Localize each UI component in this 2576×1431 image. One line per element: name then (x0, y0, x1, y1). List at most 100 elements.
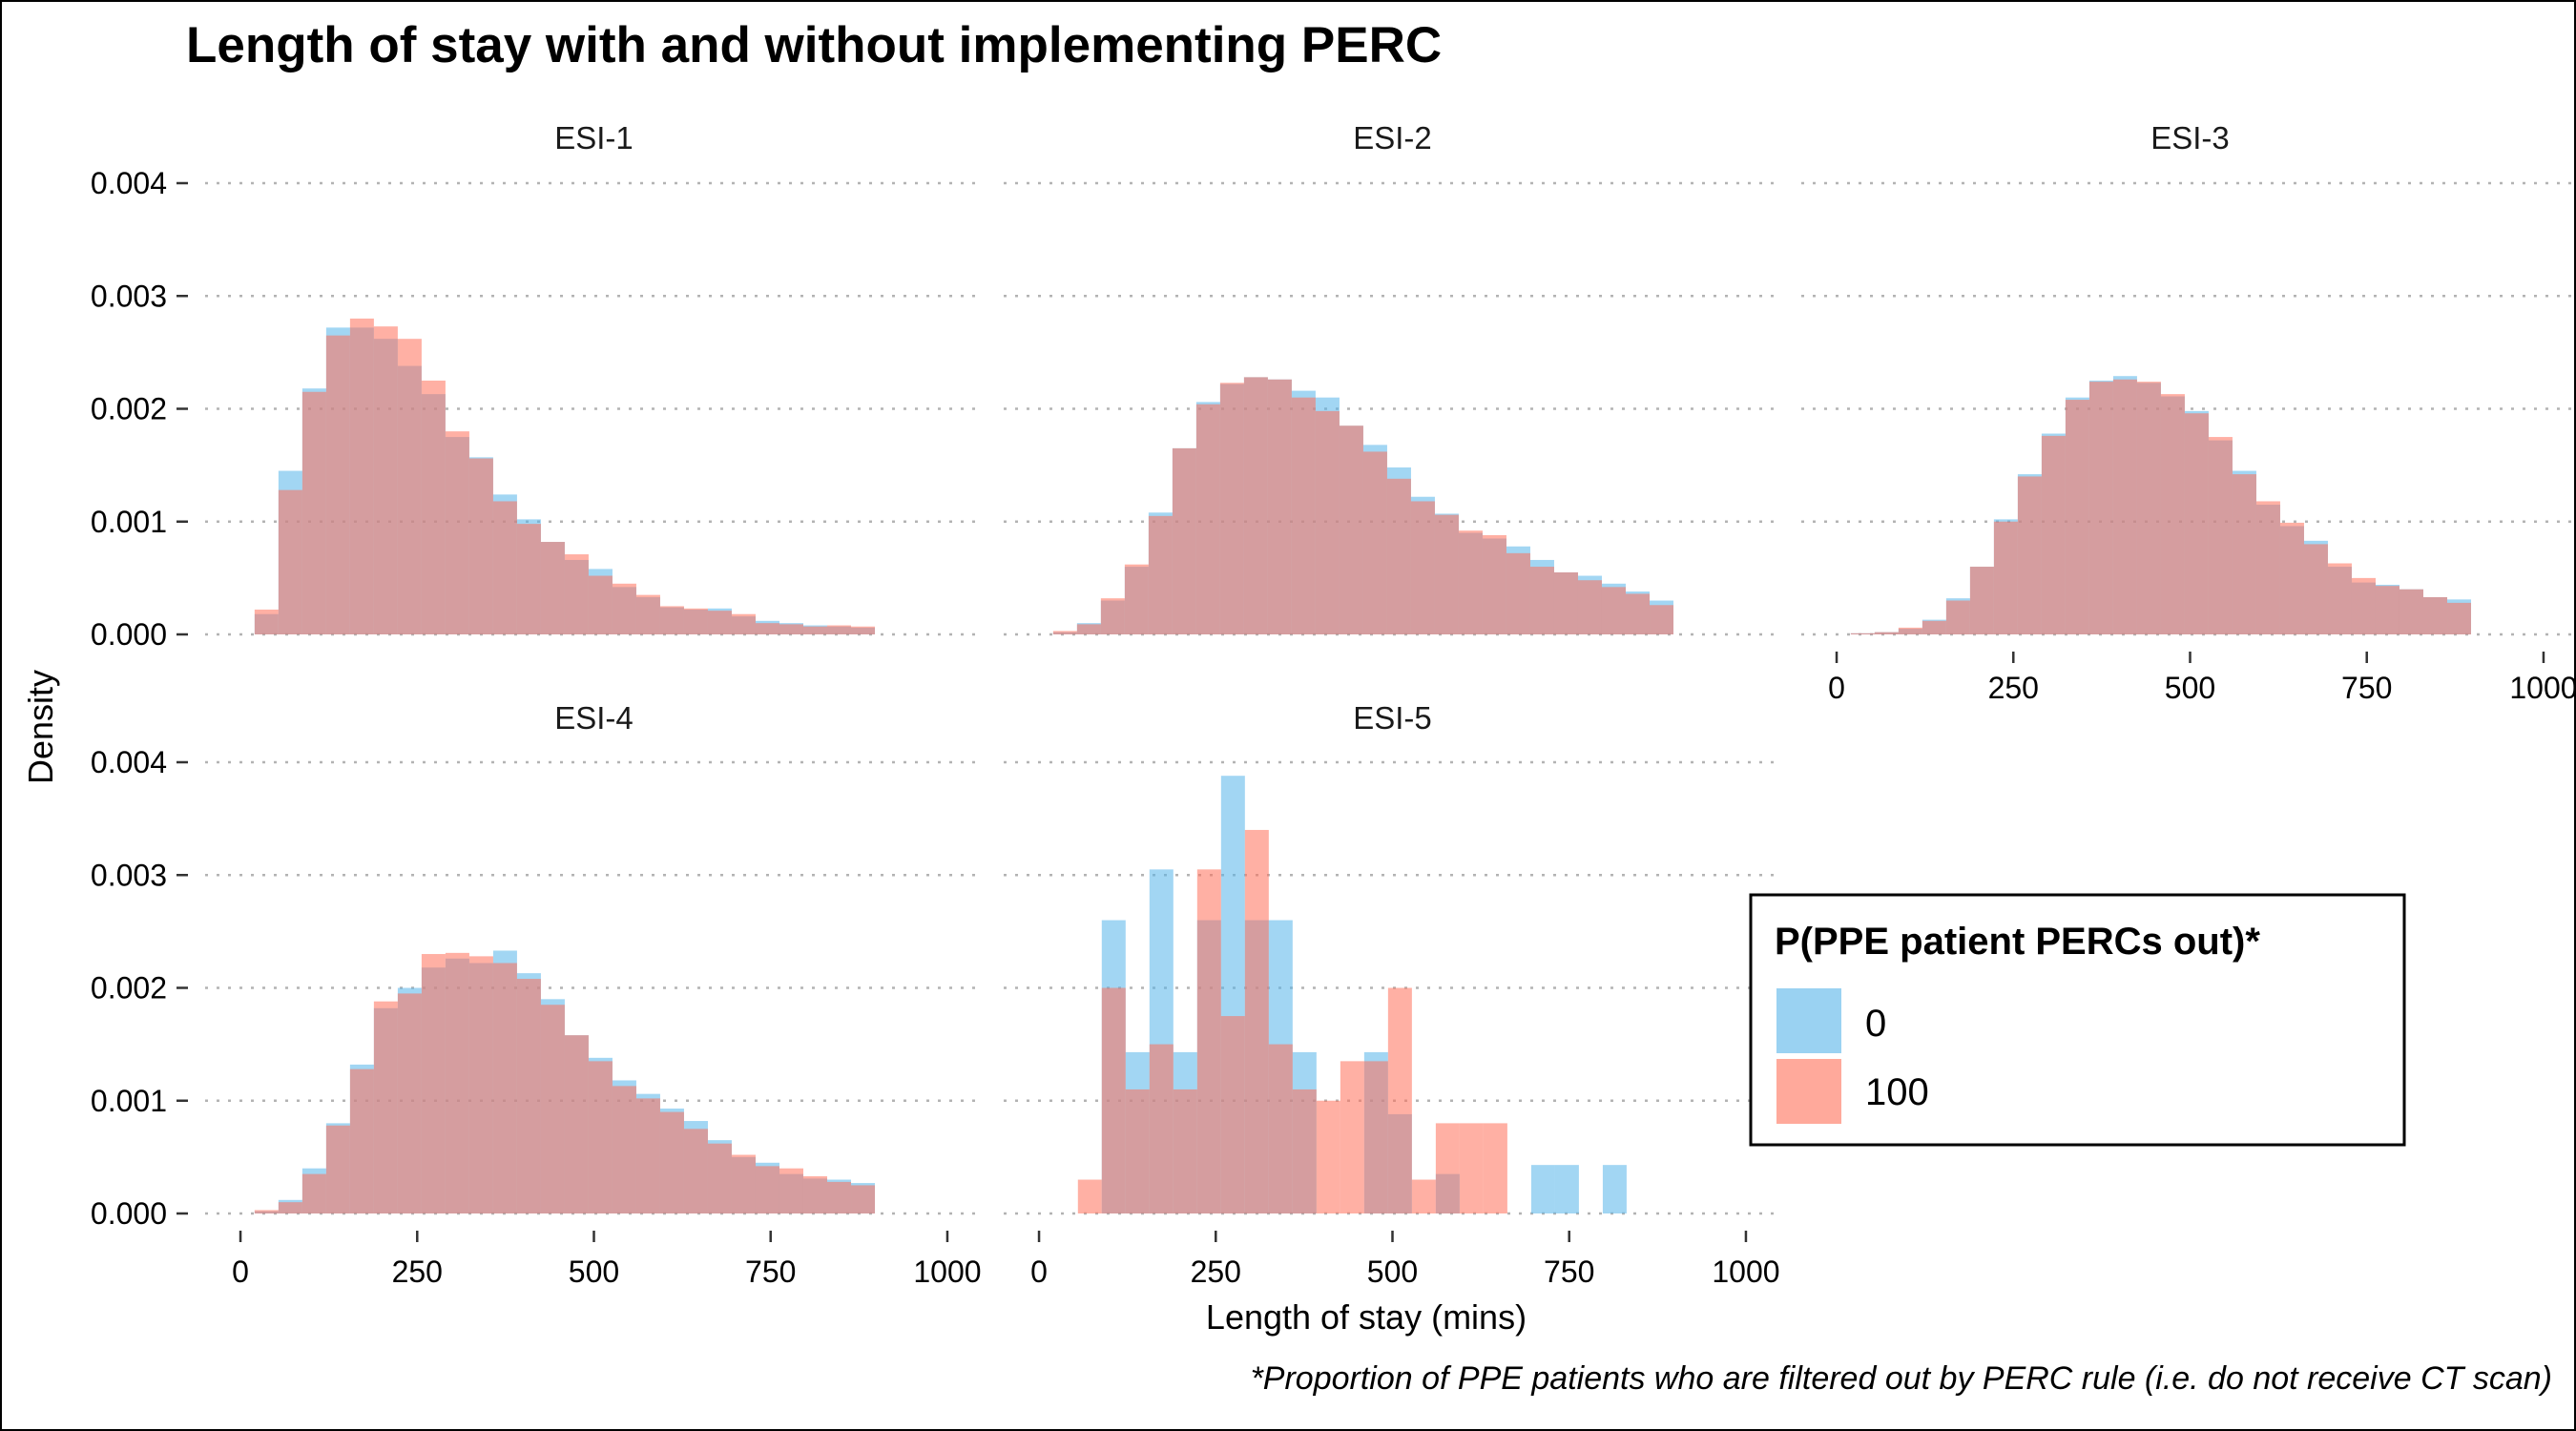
panel-esi-5: ESI-5 0 250 500 750 1000 (1004, 700, 1781, 1289)
bar-100 (468, 956, 493, 1213)
bar-100 (540, 1005, 565, 1213)
y-tick-label: 0.004 (91, 166, 167, 200)
bar-100 (2136, 382, 2161, 634)
bar-100 (516, 979, 541, 1213)
bar-100 (301, 391, 326, 634)
legend-title: P(PPE patient PERCs out)* (1775, 921, 2260, 963)
bar-100 (635, 594, 660, 634)
bar-100 (492, 963, 517, 1213)
bar-0 (1602, 1165, 1627, 1213)
y-axis-label: Density (21, 670, 60, 784)
bar-100 (779, 624, 803, 634)
bar-100 (1124, 564, 1149, 634)
bar-100 (2447, 602, 2472, 634)
bar-100 (802, 1175, 827, 1213)
bar-100 (1459, 1123, 1484, 1213)
bar-100 (516, 524, 541, 634)
bar-100 (540, 542, 565, 634)
panel-esi-3: ESI-3 0 250 500 750 1000 (1801, 120, 2576, 705)
bar-100 (2041, 435, 2066, 634)
x-tick-label: 1000 (913, 1255, 981, 1289)
bar-100 (445, 431, 469, 634)
bar-100 (1339, 425, 1363, 634)
bar-100 (564, 554, 589, 634)
bar-100 (707, 611, 732, 634)
bar-100 (851, 626, 876, 634)
y-tick-label: 0.003 (91, 858, 167, 892)
x-tick-label: 500 (2165, 671, 2215, 705)
bar-100 (1268, 1044, 1293, 1213)
bar-100 (1100, 598, 1125, 634)
bar-100 (1076, 624, 1101, 634)
bar-100 (635, 1098, 660, 1213)
bar-100 (1291, 397, 1316, 634)
bar-100 (349, 318, 374, 634)
bar-100 (1125, 1089, 1150, 1213)
bar-100 (1411, 1179, 1436, 1213)
legend-box (1749, 893, 2406, 1147)
legend-key-1 (1776, 1059, 1841, 1124)
bar-100 (1149, 1044, 1174, 1213)
bar-100 (827, 1181, 852, 1213)
legend-label-1: 100 (1865, 1071, 1929, 1113)
bar-100 (2088, 382, 2113, 634)
bar-100 (683, 608, 708, 634)
bar-100 (1267, 379, 1292, 634)
y-tick-label: 0.001 (91, 1084, 167, 1118)
x-tick-label: 750 (1544, 1255, 1594, 1289)
bar-100 (755, 1166, 779, 1213)
bar-100 (1195, 404, 1220, 634)
bar-100 (2279, 522, 2304, 634)
bar-100 (301, 1173, 326, 1213)
y-tick-label: 0.001 (91, 505, 167, 539)
bar-100 (1077, 1179, 1102, 1213)
bar-100 (325, 1125, 350, 1213)
panel-esi-1: ESI-1 0.000 0.001 0.002 0.003 0.004 (91, 120, 983, 652)
bar-100 (421, 954, 446, 1213)
y-tick-label: 0.000 (91, 1196, 167, 1231)
bar-100 (373, 326, 398, 634)
x-tick-label: 250 (392, 1255, 443, 1289)
bar-100 (254, 1210, 279, 1213)
panel-strip-label: ESI-2 (1353, 120, 1432, 156)
bar-100 (2065, 400, 2089, 634)
bar-100 (349, 1068, 374, 1213)
bar-100 (1506, 552, 1530, 634)
bar-100 (755, 623, 779, 634)
bar-100 (1993, 521, 2018, 634)
bar-100 (1945, 600, 1970, 634)
bar-100 (564, 1035, 589, 1213)
bar-100 (2423, 596, 2448, 634)
bar-100 (1316, 1100, 1340, 1213)
x-tick-label: 750 (745, 1255, 796, 1289)
panel-esi-4: ESI-4 0.000 0.001 0.002 0.003 0.004 0 250 500 750… (91, 700, 983, 1289)
bar-100 (2375, 586, 2399, 634)
caption: *Proportion of PPE patients who are filt… (1251, 1360, 2552, 1397)
bar-100 (659, 606, 684, 634)
bar-100 (1315, 410, 1340, 634)
legend: P(PPE patient PERCs out)* 0 100 (1749, 893, 2406, 1147)
x-tick-label: 500 (1367, 1255, 1418, 1289)
bar-100 (1850, 633, 1875, 634)
bar-100 (1483, 1123, 1507, 1213)
bar-100 (2327, 563, 2352, 634)
bar-100 (1626, 593, 1651, 634)
bar-0 (1554, 1165, 1579, 1213)
bar-100 (1363, 1061, 1388, 1213)
x-tick-label: 500 (569, 1255, 619, 1289)
x-tick-label: 0 (232, 1255, 249, 1289)
bar-100 (2399, 589, 2423, 634)
bar-100 (1650, 605, 1674, 634)
bar-100 (2112, 379, 2137, 634)
bar-100 (278, 1202, 302, 1213)
y-tick-label: 0.002 (91, 392, 167, 426)
bar-100 (588, 575, 613, 634)
bar-100 (492, 501, 517, 634)
legend-label-0: 0 (1865, 1003, 1886, 1045)
y-tick-label: 0.002 (91, 971, 167, 1006)
x-tick-label: 0 (1828, 671, 1845, 705)
bar-100 (1052, 631, 1077, 634)
bar-100 (2232, 474, 2256, 634)
bar-100 (397, 339, 422, 634)
